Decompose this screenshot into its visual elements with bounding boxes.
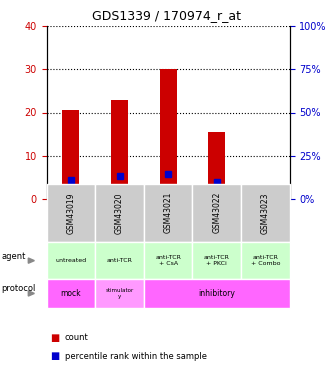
Text: anti-TCR
+ Combo: anti-TCR + Combo bbox=[251, 255, 280, 266]
Text: percentile rank within the sample: percentile rank within the sample bbox=[65, 352, 207, 361]
Text: count: count bbox=[65, 333, 89, 342]
Text: untreated: untreated bbox=[55, 258, 87, 263]
Text: anti-TCR
+ PKCi: anti-TCR + PKCi bbox=[204, 255, 230, 266]
Text: GSM43020: GSM43020 bbox=[115, 192, 124, 234]
Text: ■: ■ bbox=[50, 333, 59, 342]
Bar bbox=[160, 69, 177, 199]
Text: protocol: protocol bbox=[2, 284, 36, 293]
Text: anti-TCR
+ CsA: anti-TCR + CsA bbox=[155, 255, 181, 266]
Text: inhibitory: inhibitory bbox=[198, 289, 235, 298]
Text: GSM43022: GSM43022 bbox=[212, 192, 221, 234]
Bar bbox=[208, 132, 225, 199]
Text: stimulator
y: stimulator y bbox=[106, 288, 134, 299]
Text: GDS1339 / 170974_r_at: GDS1339 / 170974_r_at bbox=[92, 9, 241, 22]
Text: GSM43021: GSM43021 bbox=[164, 192, 173, 234]
Text: mock: mock bbox=[61, 289, 81, 298]
Text: GSM43019: GSM43019 bbox=[66, 192, 76, 234]
Bar bbox=[111, 100, 128, 199]
Bar bbox=[62, 110, 80, 199]
Bar bbox=[257, 192, 274, 199]
Text: anti-TCR: anti-TCR bbox=[107, 258, 133, 263]
Text: GSM43023: GSM43023 bbox=[261, 192, 270, 234]
Text: agent: agent bbox=[2, 252, 26, 261]
Text: ■: ■ bbox=[50, 351, 59, 361]
